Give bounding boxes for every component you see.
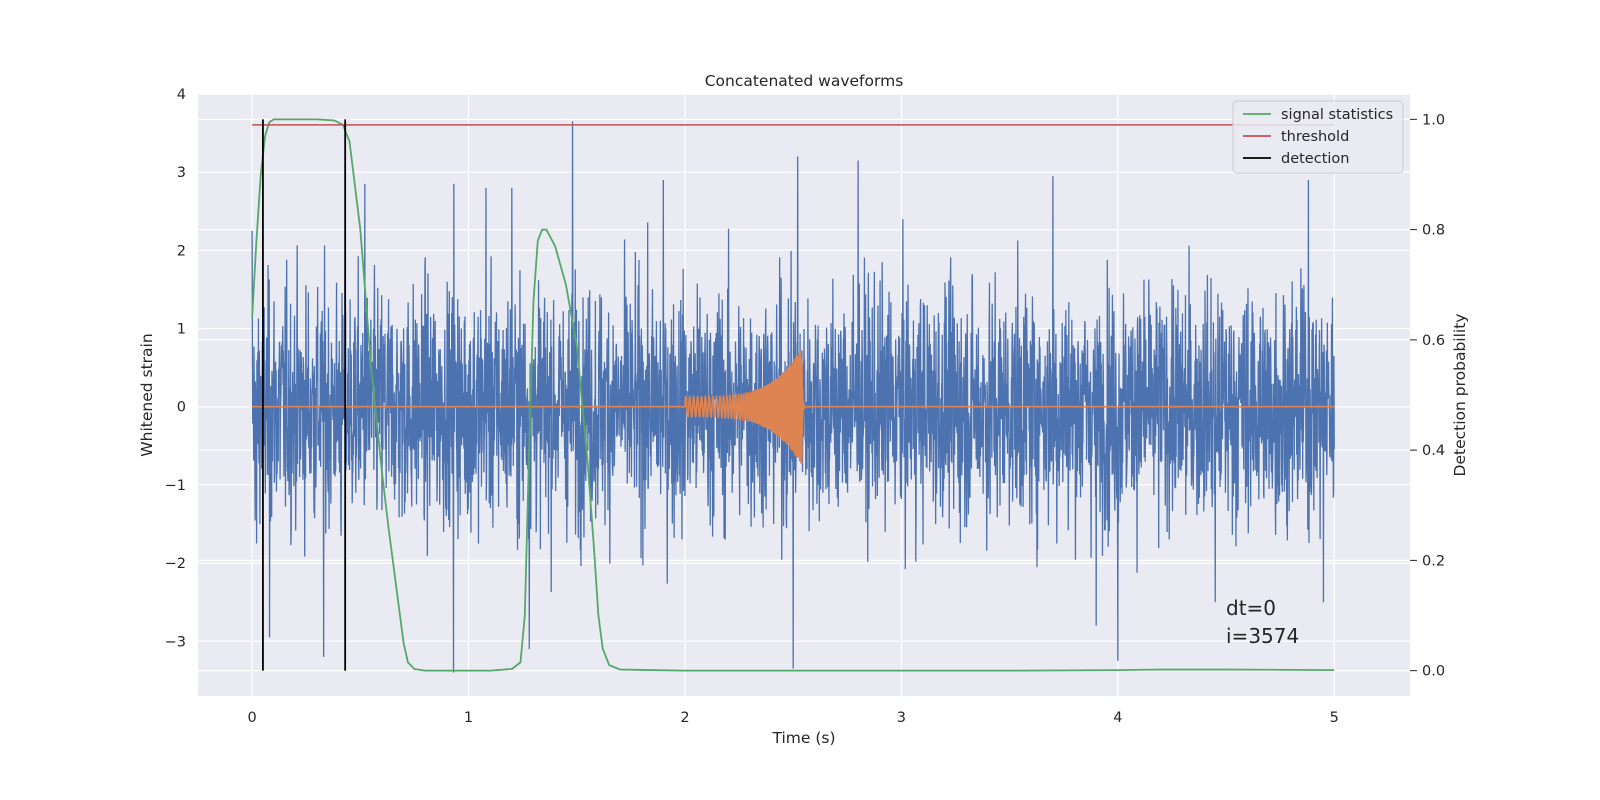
plot-marks: [251, 118, 1335, 673]
y2-tick-label: 0.6: [1422, 333, 1445, 349]
chart-title: Concatenated waveforms: [705, 72, 904, 90]
y-tick-label: 0: [177, 400, 186, 416]
series-whitened-strain: [251, 121, 1335, 673]
y-tick-label: 4: [177, 87, 186, 103]
x-tick-label: 5: [1330, 710, 1339, 726]
legend: signal statistics threshold detection: [1232, 100, 1404, 174]
y-tick-label: 3: [177, 165, 186, 181]
tick-labels: 0 1 2 3 4 5 −3 −2 −1 0 1 2 3 4 0.0 0.2 0.4 0.6 0.8 1.0: [165, 87, 1445, 726]
x-tick-label: 4: [1113, 710, 1122, 726]
y-tick-label: 2: [177, 243, 186, 259]
y2-tick-label: 0.8: [1422, 223, 1445, 239]
y-axis-label: Whitened strain: [138, 333, 156, 456]
x-axis-label: Time (s): [771, 729, 835, 747]
legend-entry-threshold: threshold: [1281, 129, 1349, 145]
legend-box: [1232, 100, 1404, 174]
y-tick-label: −1: [165, 478, 186, 494]
legend-entry-signal-statistics: signal statistics: [1281, 107, 1393, 123]
y2-tick-label: 0.0: [1422, 664, 1445, 680]
annotation-dt: dt=0: [1226, 596, 1276, 620]
y2-tick-label: 0.2: [1422, 553, 1445, 569]
x-tick-label: 2: [680, 710, 689, 726]
x-tick-label: 1: [464, 710, 473, 726]
y-tick-label: 1: [177, 322, 186, 338]
y2-axis-label: Detection probability: [1451, 314, 1469, 477]
legend-entry-detection: detection: [1281, 151, 1349, 167]
x-tick-label: 3: [897, 710, 906, 726]
annotation-index: i=3574: [1226, 624, 1299, 648]
x-tick-label: 0: [247, 710, 256, 726]
series-signal-statistics: [251, 118, 1335, 672]
y2-tick-label: 0.4: [1422, 443, 1445, 459]
y-tick-label: −2: [165, 556, 186, 572]
series-template: [252, 350, 1335, 465]
y2-tick-label: 1.0: [1422, 112, 1445, 128]
y-tick-label: −3: [165, 634, 186, 650]
